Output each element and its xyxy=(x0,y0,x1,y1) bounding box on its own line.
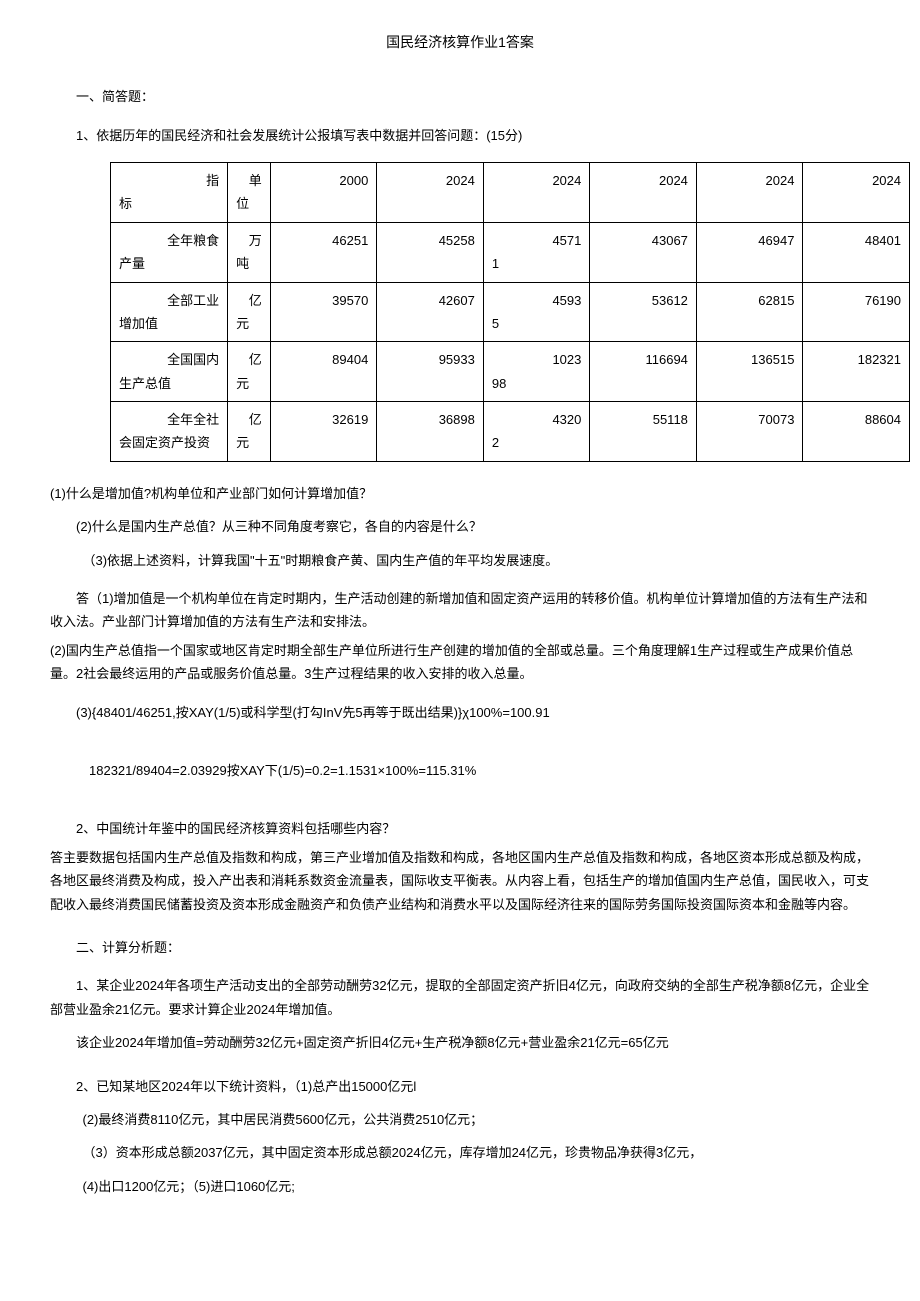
row1-label: 全年粮食 产量 xyxy=(111,222,228,282)
row3-c2: 1023 98 xyxy=(483,342,590,402)
q1-header: 1、依据历年的国民经济和社会发展统计公报填写表中数据并回答问题：(15分) xyxy=(50,124,870,147)
q1-sub1: (1)什么是增加值?机构单位和产业部门如何计算增加值？ xyxy=(50,482,870,505)
row1-c2a: 4571 xyxy=(492,229,582,252)
row1-unit: 万 吨 xyxy=(228,222,271,282)
row1-c2: 4571 1 xyxy=(483,222,590,282)
row2-c3: 53612 xyxy=(590,282,697,342)
calc-q2-sub3: （3）资本形成总额2037亿元，其中固定资本形成总额2024亿元，库存增加24亿… xyxy=(50,1141,870,1164)
row2-c4: 62815 xyxy=(696,282,803,342)
row3-label-top: 全国国内 xyxy=(119,348,219,371)
row4-unit-top: 亿 xyxy=(236,408,262,431)
q1-sub2: (2)什么是国内生产总值？从三种不同角度考察它，各自的内容是什么？ xyxy=(50,515,870,538)
row1-c2000: 46251 xyxy=(270,222,377,282)
row2-c1: 42607 xyxy=(377,282,484,342)
row3-unit-bottom: 元 xyxy=(236,372,262,395)
row4-c2000: 32619 xyxy=(270,402,377,462)
calc-q2-sub2: (2)最终消费8110亿元，其中居民消费5600亿元，公共消费2510亿元； xyxy=(50,1108,870,1131)
row1-c3: 43067 xyxy=(590,222,697,282)
row1-c4: 46947 xyxy=(696,222,803,282)
row4-c3: 55118 xyxy=(590,402,697,462)
header-indicator-top: 指 xyxy=(119,169,219,192)
row4-c1: 36898 xyxy=(377,402,484,462)
q1-ans3a: (3){48401/46251,按XAY(1/5)或科学型(打勾InV先5再等于… xyxy=(50,701,870,724)
calc-q2: 2、已知某地区2024年以下统计资料，（1)总产出15000亿元l xyxy=(50,1075,870,1098)
header-unit: 单 位 xyxy=(228,162,271,222)
row1-c5: 48401 xyxy=(803,222,910,282)
row2-c2a: 4593 xyxy=(492,289,582,312)
row2-c2: 4593 5 xyxy=(483,282,590,342)
row3-c4: 136515 xyxy=(696,342,803,402)
row4-c2: 4320 2 xyxy=(483,402,590,462)
row3-label: 全国国内 生产总值 xyxy=(111,342,228,402)
row3-unit: 亿 元 xyxy=(228,342,271,402)
row3-c5: 182321 xyxy=(803,342,910,402)
row3-c1: 95933 xyxy=(377,342,484,402)
row3-c2a: 1023 xyxy=(492,348,582,371)
row4-label-top: 全年全社 xyxy=(119,408,219,431)
row4-c2b: 2 xyxy=(492,431,582,454)
row2-c5: 76190 xyxy=(803,282,910,342)
row1-unit-top: 万 xyxy=(236,229,262,252)
table-row: 全部工业 增加值 亿 元 39570 42607 4593 5 53612 62… xyxy=(111,282,910,342)
row1-c2b: 1 xyxy=(492,252,582,275)
q1-ans2: (2)国内生产总值指一个国家或地区肯定时期全部生产单位所进行生产创建的增加值的全… xyxy=(50,639,870,686)
header-unit-bottom: 位 xyxy=(236,192,262,215)
row4-c2a: 4320 xyxy=(492,408,582,431)
row2-c2b: 5 xyxy=(492,312,582,335)
header-2024c: 2024 xyxy=(590,162,697,222)
row3-unit-top: 亿 xyxy=(236,348,262,371)
document-title: 国民经济核算作业1答案 xyxy=(50,30,870,55)
header-2024e: 2024 xyxy=(803,162,910,222)
row3-c2000: 89404 xyxy=(270,342,377,402)
table-row: 全国国内 生产总值 亿 元 89404 95933 1023 98 116694… xyxy=(111,342,910,402)
header-2024b: 2024 xyxy=(483,162,590,222)
q2-ans: 答主要数据包括国内生产总值及指数和构成，第三产业增加值及指数和构成，各地区国内生… xyxy=(50,846,870,916)
row1-label-bottom: 产量 xyxy=(119,252,219,275)
row3-c2b: 98 xyxy=(492,372,582,395)
row4-label-bottom: 会固定资产投资 xyxy=(119,431,219,454)
row3-label-bottom: 生产总值 xyxy=(119,372,219,395)
calc-q1-ans: 该企业2024年增加值=劳动酬劳32亿元+固定资产折旧4亿元+生产税净额8亿元+… xyxy=(50,1031,870,1054)
header-2000: 2000 xyxy=(270,162,377,222)
row2-unit: 亿 元 xyxy=(228,282,271,342)
section2-header: 二、计算分析题： xyxy=(50,936,870,959)
row2-label-top: 全部工业 xyxy=(119,289,219,312)
header-indicator-bottom: 标 xyxy=(119,192,219,215)
row1-label-top: 全年粮食 xyxy=(119,229,219,252)
table-header-row: 指 标 单 位 2000 2024 2024 2024 2024 2024 xyxy=(111,162,910,222)
header-indicator: 指 标 xyxy=(111,162,228,222)
row1-unit-bottom: 吨 xyxy=(236,252,262,275)
q2-header: 2、中国统计年鉴中的国民经济核算资料包括哪些内容？ xyxy=(50,817,870,840)
row4-unit: 亿 元 xyxy=(228,402,271,462)
row4-c5: 88604 xyxy=(803,402,910,462)
q1-sub3: （3)依据上述资料，计算我国"十五"时期粮食产黄、国内生产值的年平均发展速度。 xyxy=(50,549,870,572)
row4-unit-bottom: 元 xyxy=(236,431,262,454)
row4-label: 全年全社 会固定资产投资 xyxy=(111,402,228,462)
calc-q2-sub4: (4)出口1200亿元；（5)进口1060亿元; xyxy=(50,1175,870,1198)
row2-label-bottom: 增加值 xyxy=(119,312,219,335)
row2-unit-bottom: 元 xyxy=(236,312,262,335)
calc-q1: 1、某企业2024年各项生产活动支出的全部劳动酬劳32亿元，提取的全部固定资产折… xyxy=(50,974,870,1021)
row2-c2000: 39570 xyxy=(270,282,377,342)
row3-c3: 116694 xyxy=(590,342,697,402)
q1-ans3b: 182321/89404=2.03929按XAY下(1/5)=0.2=1.153… xyxy=(50,759,870,782)
row2-unit-top: 亿 xyxy=(236,289,262,312)
row1-c1: 45258 xyxy=(377,222,484,282)
section1-header: 一、简答题： xyxy=(50,85,870,108)
table-row: 全年粮食 产量 万 吨 46251 45258 4571 1 43067 469… xyxy=(111,222,910,282)
row2-label: 全部工业 增加值 xyxy=(111,282,228,342)
header-unit-top: 单 xyxy=(236,169,262,192)
table-row: 全年全社 会固定资产投资 亿 元 32619 36898 4320 2 5511… xyxy=(111,402,910,462)
header-2024d: 2024 xyxy=(696,162,803,222)
data-table: 指 标 单 位 2000 2024 2024 2024 2024 2024 全年… xyxy=(110,162,910,462)
header-2024a: 2024 xyxy=(377,162,484,222)
row4-c4: 70073 xyxy=(696,402,803,462)
q1-ans1: 答（1)增加值是一个机构单位在肯定时期内，生产活动创建的新增加值和固定资产运用的… xyxy=(50,587,870,634)
